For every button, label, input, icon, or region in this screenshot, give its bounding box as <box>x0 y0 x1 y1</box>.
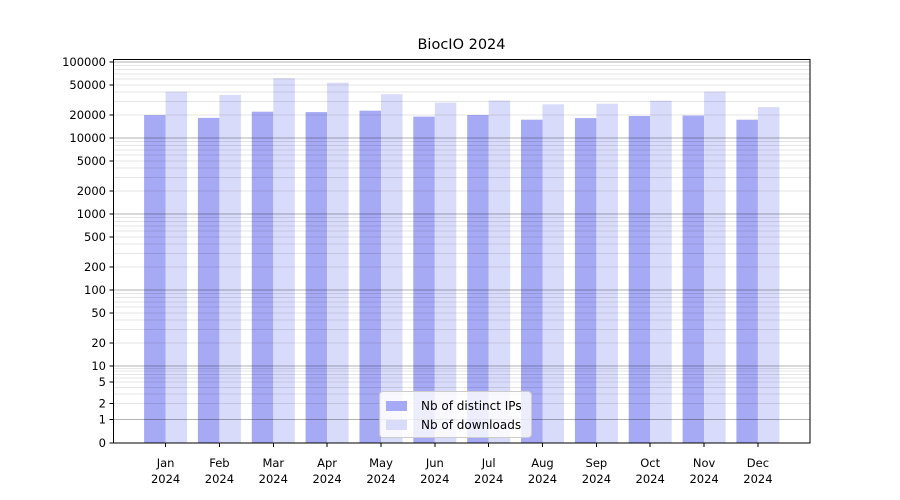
y-tick-label: 1 <box>99 413 106 427</box>
bar-distinct-ips-dec <box>736 119 758 443</box>
bar-distinct-ips-feb <box>197 117 220 444</box>
bar-downloads-jul <box>488 100 511 443</box>
y-tick-label: 5000 <box>77 154 106 168</box>
x-tick-label-year: 2024 <box>312 472 341 486</box>
bar-distinct-ips-aug <box>521 119 543 443</box>
y-tick-label: 2000 <box>77 184 106 198</box>
y-tick-label: 10 <box>91 359 106 373</box>
x-tick-label-year: 2024 <box>259 472 288 486</box>
y-tick-label: 100000 <box>62 55 106 69</box>
bar-downloads-dec <box>757 107 780 443</box>
x-tick-label-month: Feb <box>209 456 229 470</box>
y-tick-label: 2 <box>99 396 106 410</box>
x-tick-label-year: 2024 <box>366 472 395 486</box>
legend-label-downloads: Nb of downloads <box>421 417 522 432</box>
bar-distinct-ips-mar <box>251 111 274 443</box>
x-tick-label-month: Mar <box>262 456 284 470</box>
bar-distinct-ips-jan <box>144 115 166 443</box>
y-tick-label: 200 <box>84 260 106 274</box>
x-tick-label-year: 2024 <box>582 472 611 486</box>
y-tick-label: 10000 <box>69 131 106 145</box>
bar-distinct-ips-may <box>359 110 381 443</box>
bar-distinct-ips-apr <box>305 112 328 443</box>
x-tick-label-month: Jul <box>481 456 496 470</box>
legend-swatch-downloads <box>386 419 407 430</box>
legend-item-downloads: Nb of downloads <box>386 415 522 434</box>
x-tick-label-year: 2024 <box>420 472 449 486</box>
plot-frame <box>113 59 811 444</box>
y-tick-label: 50000 <box>69 78 106 92</box>
chart-title: BiocIO 2024 <box>417 37 506 53</box>
bar-downloads-aug <box>542 104 564 444</box>
x-tick-label-month: Dec <box>747 456 769 470</box>
x-tick-label-year: 2024 <box>151 472 180 486</box>
y-tick-label: 20000 <box>69 108 106 122</box>
bar-downloads-apr <box>327 82 349 443</box>
y-tick-label: 50 <box>91 306 106 320</box>
bar-downloads-oct <box>650 100 672 443</box>
x-tick-label-year: 2024 <box>528 472 557 486</box>
x-tick-label-month: Jun <box>425 456 444 470</box>
x-tick-label-year: 2024 <box>474 472 503 486</box>
x-tick-label-month: Apr <box>317 456 337 470</box>
y-tick-label: 1000 <box>77 207 106 221</box>
x-tick-label-year: 2024 <box>743 472 772 486</box>
x-tick-label-month: Jan <box>156 456 175 470</box>
bar-downloads-jun <box>434 102 457 443</box>
x-tick-label-month: Oct <box>640 456 660 470</box>
x-tick-label-year: 2024 <box>205 472 234 486</box>
bar-downloads-may <box>381 94 403 443</box>
bar-downloads-feb <box>219 94 241 444</box>
legend-item-distinct-ips: Nb of distinct IPs <box>386 396 522 415</box>
bar-downloads-nov <box>704 91 726 443</box>
y-tick-label: 100 <box>84 283 106 297</box>
bar-distinct-ips-jun <box>413 116 435 443</box>
y-tick-label: 5 <box>99 375 106 389</box>
x-tick-label-month: May <box>369 456 393 470</box>
legend-swatch-distinct-ips <box>386 400 407 411</box>
y-tick-label: 500 <box>84 230 106 244</box>
bar-distinct-ips-oct <box>628 116 651 443</box>
x-tick-label-year: 2024 <box>689 472 718 486</box>
bar-distinct-ips-sep <box>574 118 597 443</box>
legend-label-distinct-ips: Nb of distinct IPs <box>421 398 522 413</box>
x-tick-label-month: Aug <box>531 456 553 470</box>
bar-distinct-ips-jul <box>467 115 489 443</box>
legend: Nb of distinct IPs Nb of downloads <box>379 391 532 438</box>
bar-downloads-sep <box>596 103 618 443</box>
bar-distinct-ips-nov <box>682 115 705 443</box>
x-tick-label-month: Sep <box>586 456 608 470</box>
x-tick-label-month: Nov <box>693 456 716 470</box>
y-tick-label: 0 <box>99 436 106 450</box>
x-tick-label-year: 2024 <box>636 472 665 486</box>
bar-downloads-jan <box>165 91 188 443</box>
bar-downloads-mar <box>273 78 295 443</box>
y-tick-label: 20 <box>91 336 106 350</box>
